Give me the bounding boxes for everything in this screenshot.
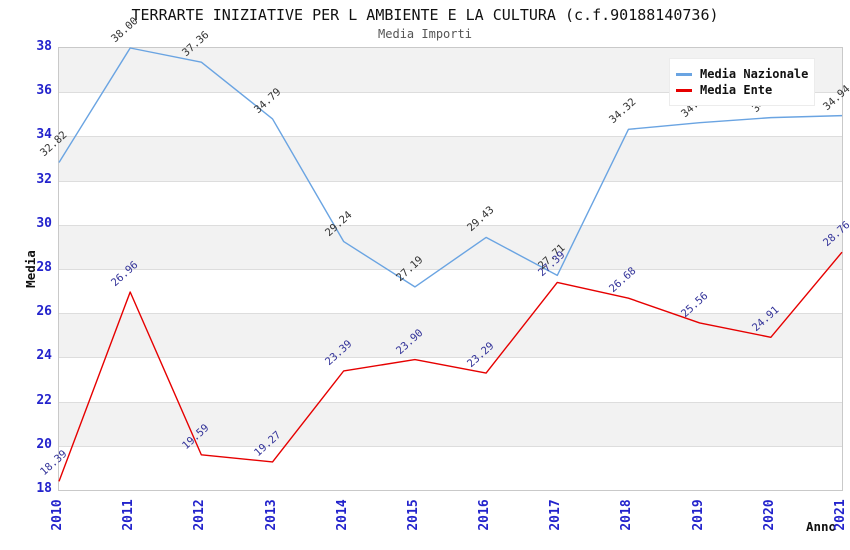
- gridline: [59, 180, 842, 182]
- chart-title: TERRARTE INIZIATIVE PER L AMBIENTE E LA …: [131, 6, 719, 24]
- shaded-band: [59, 401, 842, 446]
- x-tick-label: 2018: [619, 499, 635, 531]
- x-tick-label: 2013: [263, 499, 279, 531]
- gridline: [59, 224, 842, 226]
- x-tick-label: 2010: [50, 499, 65, 531]
- y-tick-label: 18: [36, 481, 52, 496]
- x-tick-label: 2016: [477, 499, 493, 531]
- y-tick-label: 22: [36, 392, 52, 408]
- legend-label: Media Nazionale: [700, 67, 809, 81]
- line-media-nazionale: [58, 47, 843, 288]
- x-tick-label: 2014: [334, 499, 350, 531]
- y-tick-label: 28: [36, 260, 52, 275]
- x-axis-title: Anno: [806, 519, 837, 534]
- gridline: [59, 313, 842, 315]
- y-tick-label: 34: [36, 127, 52, 143]
- x-tick-label: 2020: [761, 499, 777, 531]
- chart-subtitle: Media Importi: [378, 27, 472, 41]
- x-tick-label: 2019: [690, 499, 706, 531]
- shaded-band: [59, 313, 842, 358]
- gridline: [59, 401, 842, 403]
- legend-item-media-ente: Media Ente: [676, 83, 806, 97]
- y-tick-label: 32: [36, 171, 52, 187]
- gridline: [59, 357, 842, 359]
- y-tick-label: 38: [36, 39, 52, 54]
- gridline: [59, 445, 842, 447]
- shaded-band: [59, 136, 842, 181]
- legend-label: Media Ente: [700, 83, 773, 97]
- y-tick-label: 36: [36, 83, 52, 99]
- gridline: [59, 92, 842, 94]
- x-tick-label: 2012: [192, 499, 208, 531]
- y-tick-label: 20: [36, 436, 52, 452]
- media-nazionale-line-swatch-icon: [676, 72, 692, 76]
- legend-item-media-nazionale: Media Nazionale: [676, 67, 809, 81]
- gridline: [59, 136, 842, 138]
- y-tick-label: 24: [36, 348, 52, 364]
- x-tick-label: 2021: [833, 499, 848, 531]
- y-tick-label: 30: [36, 215, 52, 231]
- x-tick-label: 2011: [121, 499, 137, 531]
- plot-area: 32.82 38.00 37.36 34.79 29.24 27.19 29.43 27.71…: [38, 15, 850, 491]
- media-ente-line-swatch-icon: [676, 88, 692, 92]
- y-tick-label: 26: [36, 304, 52, 320]
- x-tick-label: 2017: [548, 499, 564, 531]
- legend: Media Nazionale Media Ente: [669, 58, 815, 106]
- series-lines: [58, 47, 843, 482]
- line-media-ente: [58, 251, 843, 482]
- x-tick-label: 2015: [405, 499, 421, 531]
- gridline: [59, 269, 842, 270]
